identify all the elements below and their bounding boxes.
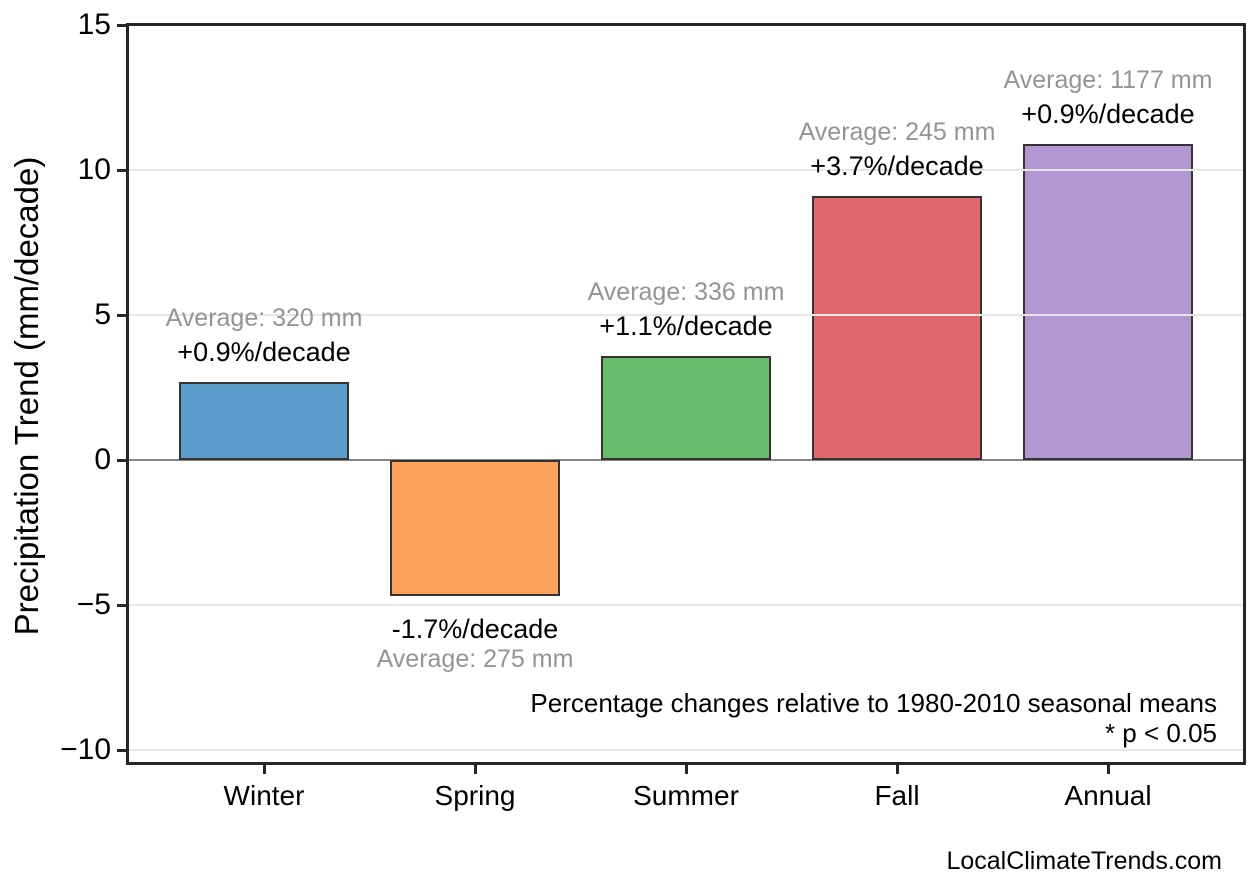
bar-avg-label-fall: Average: 245 mm [798, 118, 996, 147]
x-tick-label-spring: Spring [434, 780, 516, 811]
bar-avg-label-summer: Average: 336 mm [587, 277, 785, 306]
bar-pct-label-spring: -1.7%/decade [391, 614, 559, 645]
bar-spring [390, 460, 560, 597]
y-tick-label: −5 [76, 588, 111, 621]
bar-summer [601, 355, 771, 460]
bar-pct-label-fall: +3.7%/decade [810, 151, 984, 182]
x-tick-mark [895, 765, 899, 774]
x-tick-label-summer: Summer [633, 780, 739, 811]
y-tick-mark [117, 24, 126, 27]
x-tick-mark [1106, 765, 1110, 774]
x-tick-label-fall: Fall [874, 780, 920, 811]
x-tick-mark [473, 765, 477, 774]
x-tick-mark [262, 765, 266, 774]
y-tick-label: 10 [77, 153, 111, 186]
chart-annotation: Percentage changes relative to 1980-2010… [530, 688, 1217, 748]
bar-avg-label-spring: Average: 275 mm [376, 645, 574, 674]
y-tick-label: −10 [60, 733, 111, 766]
y-axis-title: Precipitation Trend (mm/decade) [8, 156, 45, 636]
y-gridline [129, 604, 1243, 606]
bar-avg-label-winter: Average: 320 mm [165, 303, 363, 332]
y-gridline [129, 314, 1243, 316]
bar-fall [812, 196, 982, 460]
y-tick-label: 0 [94, 443, 111, 476]
annotation-line-1: Percentage changes relative to 1980-2010… [530, 688, 1217, 718]
y-tick-mark [117, 749, 126, 752]
bar-pct-label-summer: +1.1%/decade [599, 310, 773, 341]
zero-baseline [129, 459, 1243, 461]
y-tick-mark [117, 169, 126, 172]
x-tick-label-annual: Annual [1064, 780, 1152, 811]
bar-pct-label-winter: +0.9%/decade [177, 336, 351, 367]
x-tick-label-winter: Winter [223, 780, 305, 811]
y-gridline [129, 169, 1243, 171]
annotation-line-2: * p < 0.05 [1104, 718, 1217, 748]
watermark-text: LocalClimateTrends.com [946, 847, 1222, 875]
bar-annual [1023, 143, 1193, 460]
bar-winter [179, 381, 349, 460]
y-tick-mark [117, 459, 126, 462]
x-tick-mark [684, 765, 688, 774]
y-tick-label: 5 [94, 298, 111, 331]
y-tick-mark [117, 314, 126, 317]
bar-avg-label-annual: Average: 1177 mm [1003, 65, 1213, 94]
bar-pct-label-annual: +0.9%/decade [1021, 98, 1195, 129]
y-gridline [129, 749, 1243, 751]
y-tick-label: 15 [77, 8, 111, 41]
y-tick-mark [117, 604, 126, 607]
